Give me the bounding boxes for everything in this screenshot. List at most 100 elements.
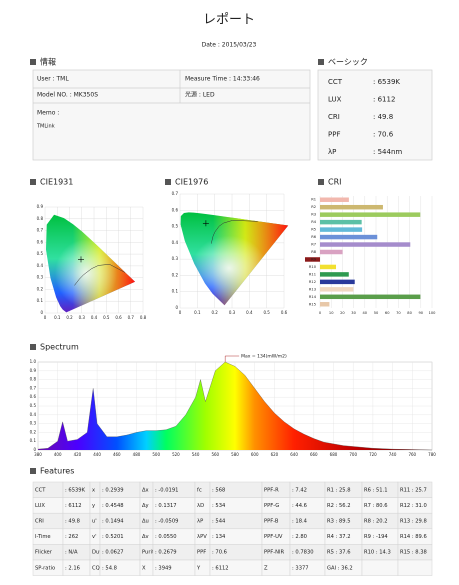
table-text: x xyxy=(92,487,95,493)
category-label: R2 xyxy=(311,205,316,209)
x-tick-label: 0.1 xyxy=(54,315,61,320)
section-bullet xyxy=(30,179,36,185)
bar xyxy=(320,272,349,277)
annotation: Max = 134(mW/m2) xyxy=(241,354,287,360)
basic-label: LUX xyxy=(328,96,342,104)
table-text: R3 : 89.5 xyxy=(327,519,351,525)
x-tick-label: 0.8 xyxy=(140,315,147,320)
bar xyxy=(320,234,378,240)
table-text: LUX xyxy=(35,503,45,509)
category-label: R14 xyxy=(309,295,317,299)
chromaticity-point xyxy=(202,220,209,227)
info-field: User : TML xyxy=(37,76,69,83)
x-tick-label: 600 xyxy=(251,452,259,457)
y-tick-label: 0.9 xyxy=(37,204,44,209)
y-tick-label: 0 xyxy=(175,305,178,310)
basic-label: CRI xyxy=(328,113,340,121)
x-tick-label: 40 xyxy=(363,311,368,315)
bar xyxy=(320,287,354,292)
table-text: λD xyxy=(197,503,204,509)
table-text: R4 : 37.2 xyxy=(327,534,351,540)
table-text: R12 : 31.0 xyxy=(400,503,427,509)
x-tick-label: 10 xyxy=(329,311,334,315)
y-tick-label: 0 xyxy=(40,310,43,315)
x-tick-label: 740 xyxy=(389,452,397,457)
basic-value: : 49.8 xyxy=(373,113,393,121)
y-tick-label: 1.0 xyxy=(30,359,37,364)
x-tick-label: 100 xyxy=(429,311,437,315)
table-text: : 0.2679 xyxy=(155,550,177,556)
table-text: : 0.0627 xyxy=(102,550,124,556)
table-text: : N/A xyxy=(65,550,78,556)
section-title: CRI xyxy=(328,178,342,187)
basic-label: λP xyxy=(328,148,336,156)
bar xyxy=(320,204,383,210)
table-text: : 0.4548 xyxy=(102,503,124,509)
info-field: Model NO. : MK350S xyxy=(37,92,98,99)
x-tick-label: 0.1 xyxy=(194,310,201,315)
x-tick-label: 500 xyxy=(152,452,160,457)
category-label: R5 xyxy=(311,228,316,232)
x-tick-label: 420 xyxy=(74,452,82,457)
basic-value: : 6112 xyxy=(373,96,395,104)
table-text: R14 : 89.6 xyxy=(400,534,427,540)
table-text: : 3949 xyxy=(155,565,172,571)
table-text: Δu xyxy=(142,519,149,525)
table-text: PPF-B xyxy=(264,519,279,525)
x-tick-label: 0.3 xyxy=(229,310,236,315)
table-text: v' xyxy=(92,534,97,540)
spectrum-area xyxy=(38,362,432,450)
x-tick-label: 0.7 xyxy=(128,315,135,320)
table-text: R13 : 29.8 xyxy=(400,519,427,525)
y-tick-label: 0.8 xyxy=(30,377,37,382)
table-text: : 49.8 xyxy=(65,519,80,525)
y-tick-label: 0.1 xyxy=(30,438,37,443)
cri-bars xyxy=(305,197,421,307)
category-label: R3 xyxy=(311,213,316,217)
category-label: R7 xyxy=(311,243,316,247)
y-tick-label: 0.6 xyxy=(172,207,179,212)
x-tick-label: 680 xyxy=(330,452,338,457)
x-tick-label: 480 xyxy=(133,452,141,457)
table-text: GAI : 36.2 xyxy=(327,565,353,571)
table-text: : 0.5201 xyxy=(102,534,124,540)
section-bullet xyxy=(318,179,324,185)
x-tick-label: 520 xyxy=(172,452,180,457)
table-text: : 0.0550 xyxy=(155,534,177,540)
x-tick-label: 70 xyxy=(396,311,401,315)
x-tick-label: 0 xyxy=(44,315,47,320)
table-text: I-Time xyxy=(35,534,51,540)
bar xyxy=(320,197,349,202)
y-tick-label: 0 xyxy=(33,447,36,452)
table-text: : 2.16 xyxy=(65,565,80,571)
y-tick-label: 0.7 xyxy=(172,191,179,196)
table-text: PPF-NIR xyxy=(264,550,285,556)
x-tick-label: 760 xyxy=(408,452,416,457)
section-title: 情報 xyxy=(40,57,56,67)
x-tick-label: 620 xyxy=(271,452,279,457)
table-text: : 0.1317 xyxy=(155,503,177,509)
date: Date : 2015/03/23 xyxy=(202,42,257,49)
category-label: R9 xyxy=(311,257,316,261)
x-tick-label: 0.4 xyxy=(91,315,98,320)
x-tick-label: 540 xyxy=(192,452,200,457)
table-text: R15 : 8.38 xyxy=(400,550,427,556)
table-text: : 44.6 xyxy=(292,503,307,509)
memo-label: Memo : xyxy=(37,110,59,117)
table-text: PPF xyxy=(197,550,206,556)
bar xyxy=(320,219,362,225)
table-text: R6 : 51.1 xyxy=(364,487,388,493)
section-bullet xyxy=(30,344,36,350)
section-bullet xyxy=(30,468,36,474)
x-tick-label: 0.6 xyxy=(281,310,288,315)
table-text: Y xyxy=(196,565,201,571)
table-text: : -0.0191 xyxy=(155,487,178,493)
table-text: fc xyxy=(197,487,202,493)
section-title: CIE1931 xyxy=(40,178,73,187)
table-text: λP xyxy=(197,519,203,525)
bar xyxy=(320,279,355,285)
table-text: : 54.8 xyxy=(102,565,117,571)
y-tick-label: 0.3 xyxy=(37,275,44,280)
table-text: : 544 xyxy=(212,519,226,525)
info-field: 光源 : LED xyxy=(185,91,215,99)
